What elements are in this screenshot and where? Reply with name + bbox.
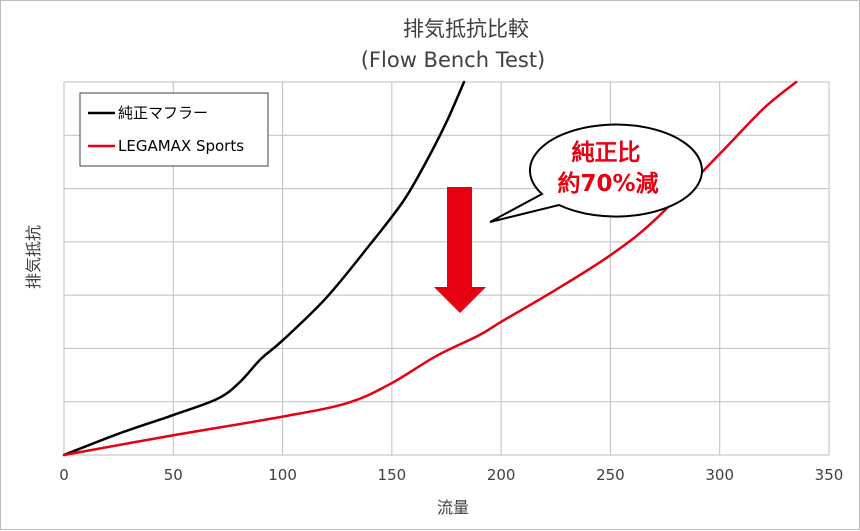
x-tick-label: 0 <box>59 466 69 484</box>
legend: 純正マフラー LEGAMAX Sports <box>79 92 269 167</box>
x-tick-label: 300 <box>705 466 734 484</box>
series-line-2 <box>62 80 798 457</box>
chart-title: 排気抵抗比較 <box>403 17 529 41</box>
y-axis-title: 排気抵抗 <box>24 225 43 289</box>
x-tick-label: 200 <box>487 466 516 484</box>
legend-box <box>79 92 269 167</box>
callout-bubble: 純正比 約70%減 <box>489 123 703 223</box>
x-tick-label: 50 <box>164 466 183 484</box>
x-tick-label: 350 <box>815 466 844 484</box>
x-tick-label: 150 <box>378 466 407 484</box>
x-axis-title: 流量 <box>437 498 469 517</box>
series-line-1 <box>62 80 466 457</box>
callout-line-1: 純正比 <box>572 139 641 166</box>
plot-area-border <box>63 81 830 456</box>
x-tick-label: 100 <box>268 466 297 484</box>
series-layer <box>62 80 798 457</box>
legend-label-series-1: 純正マフラー <box>118 104 208 122</box>
callout-line-2: 約70%減 <box>557 170 658 197</box>
x-tick-label: 250 <box>596 466 625 484</box>
x-tick-labels: 0 50 100 150 200 250 300 350 <box>59 466 843 484</box>
down-arrow-icon <box>434 187 486 313</box>
legend-label-series-2: LEGAMAX Sports <box>118 137 244 155</box>
speech-bubble-shape <box>489 123 703 223</box>
chart-subtitle: (Flow Bench Test) <box>361 48 546 72</box>
